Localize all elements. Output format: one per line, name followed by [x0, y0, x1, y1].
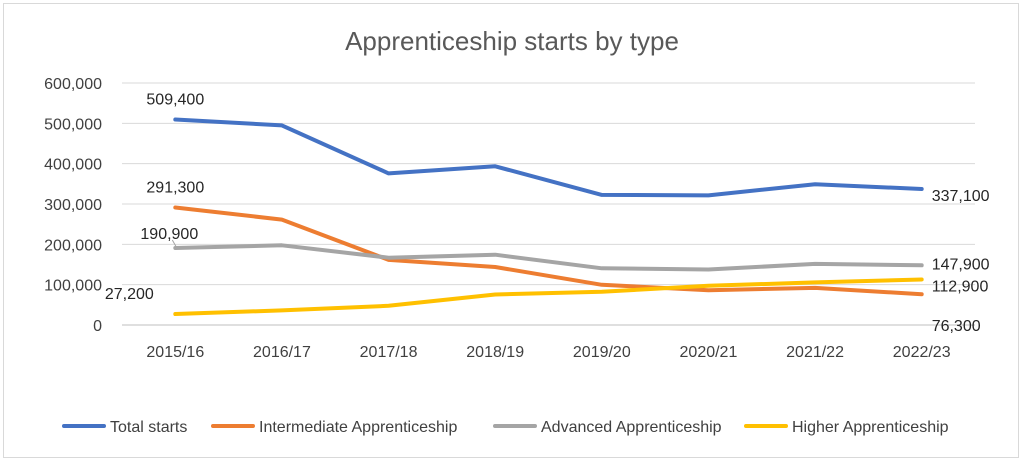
legend: Total starts Intermediate Apprenticeship A…: [62, 419, 949, 436]
series-line-intermediate-apprenticeship: [173, 205, 924, 297]
y-tick-label: 100,000: [44, 278, 102, 295]
x-tick-label: 2017/18: [360, 344, 418, 361]
series-lines: [173, 117, 924, 316]
data-label: 27,200: [105, 286, 154, 303]
y-tick-label: 0: [93, 318, 102, 335]
y-tick-label: 200,000: [44, 237, 102, 254]
data-label: 112,900: [932, 278, 989, 295]
legend-item-total-starts: Total starts: [62, 419, 187, 436]
legend-label: Higher Apprenticeship: [792, 419, 949, 436]
chart-frame: [3, 3, 1019, 458]
data-label: 147,900: [932, 256, 990, 273]
label-leader-line: [171, 239, 177, 248]
legend-label: Advanced Apprenticeship: [541, 419, 722, 436]
series-line-total-starts: [173, 117, 924, 198]
data-label: 337,100: [932, 188, 990, 205]
x-tick-label: 2021/22: [786, 344, 844, 361]
series-line-higher-apprenticeship: [173, 277, 924, 316]
y-axis: 0 100,000 200,000 300,000 400,000 500,000 600,…: [44, 76, 102, 335]
x-tick-label: 2019/20: [573, 344, 631, 361]
x-axis: 2015/16 2016/17 2017/18 2018/19 2019/20 2020/…: [146, 344, 950, 361]
y-tick-label: 300,000: [44, 197, 102, 214]
series-line-advanced-apprenticeship: [173, 243, 924, 272]
legend-item-higher-apprenticeship: Higher Apprenticeship: [744, 419, 949, 436]
legend-item-intermediate-apprenticeship: Intermediate Apprenticeship: [211, 419, 457, 436]
y-tick-label: 500,000: [44, 116, 102, 133]
x-tick-label: 2016/17: [253, 344, 311, 361]
y-tick-label: 600,000: [44, 76, 102, 93]
x-tick-label: 2022/23: [893, 344, 951, 361]
x-tick-label: 2015/16: [146, 344, 204, 361]
legend-item-advanced-apprenticeship: Advanced Apprenticeship: [493, 419, 722, 436]
data-label: 509,400: [146, 92, 204, 109]
legend-label: Total starts: [110, 419, 187, 436]
gridlines: [122, 82, 975, 326]
x-tick-label: 2018/19: [466, 344, 524, 361]
data-label: 76,300: [932, 318, 981, 335]
chart-title: Apprenticeship starts by type: [345, 26, 679, 56]
legend-label: Intermediate Apprenticeship: [259, 419, 457, 436]
data-label: 291,300: [146, 180, 204, 197]
y-tick-label: 400,000: [44, 157, 102, 174]
data-label: 190,900: [140, 226, 198, 243]
x-tick-label: 2020/21: [680, 344, 738, 361]
data-labels: 509,400 337,100 291,300 76,300 190,900 147,90…: [105, 92, 990, 336]
